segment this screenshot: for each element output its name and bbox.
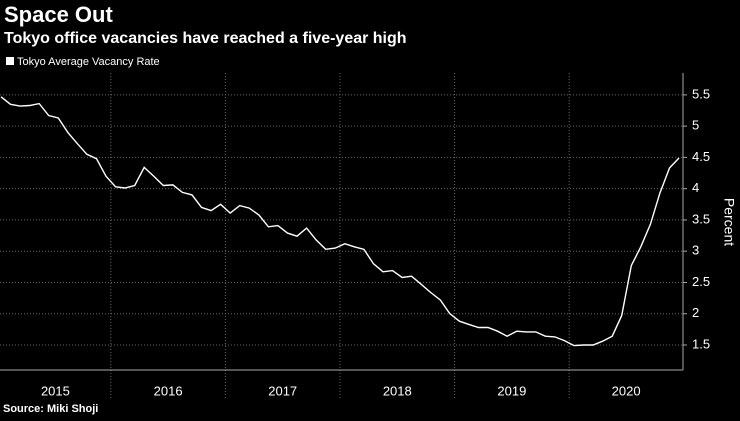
x-tick-label: 2019	[497, 383, 526, 398]
y-tick-label: 3.5	[692, 211, 710, 226]
y-tick-label: 4.5	[692, 149, 710, 164]
y-tick-label: 1.5	[692, 336, 710, 351]
x-tick-label: 2018	[383, 383, 412, 398]
y-axis-label: Percent	[721, 198, 737, 246]
legend-label: Tokyo Average Vacancy Rate	[17, 56, 160, 68]
y-tick-label: 5	[692, 118, 699, 133]
data-line	[0, 96, 680, 347]
chart-title: Space Out	[4, 2, 113, 27]
y-tick-label: 3	[692, 243, 699, 258]
x-tick-label: 2015	[41, 383, 70, 398]
legend-swatch	[6, 57, 14, 65]
y-tick-label: 2	[692, 305, 699, 320]
x-tick-label: 2020	[612, 383, 641, 398]
source: Source: Miki Shoji	[3, 403, 98, 415]
y-tick-label: 4	[692, 180, 699, 195]
chart-subtitle: Tokyo office vacancies have reached a fi…	[4, 30, 407, 47]
x-tick-label: 2017	[268, 383, 297, 398]
y-tick-label: 5.5	[692, 86, 710, 101]
y-tick-label: 2.5	[692, 274, 710, 289]
x-tick-label: 2016	[154, 383, 183, 398]
